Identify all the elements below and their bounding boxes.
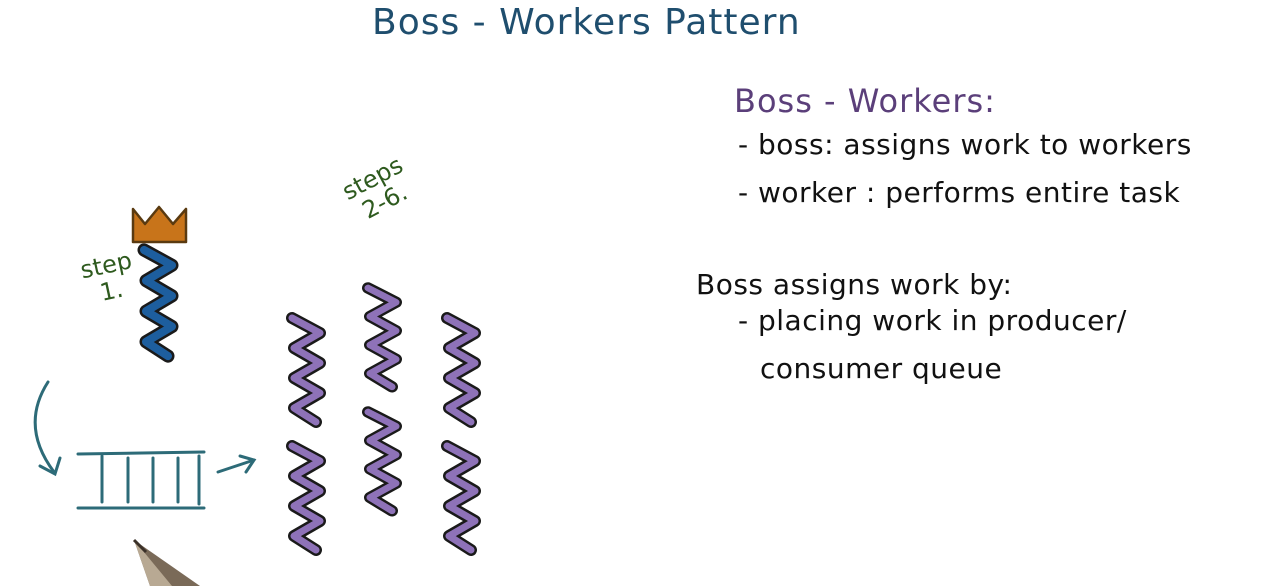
worker-thread [368, 288, 396, 387]
boss-thread [144, 250, 172, 356]
worker-thread [368, 412, 396, 511]
worker-thread [292, 318, 320, 422]
crown-icon [131, 205, 188, 244]
worker-thread [447, 318, 475, 422]
placing-line-1: - placing work in producer/ [738, 304, 1127, 337]
notes-heading: Boss - Workers: [734, 82, 996, 120]
boss-to-queue-arrow [33, 380, 62, 477]
queue-to-workers-arrow [216, 454, 257, 474]
bullet-boss: - boss: assigns work to workers [738, 128, 1192, 161]
page-title: Boss - Workers Pattern [372, 2, 801, 43]
assigns-heading: Boss assigns work by: [696, 268, 1013, 301]
placing-line-2: consumer queue [760, 352, 1003, 385]
worker-thread [447, 446, 475, 550]
pen-tip-icon [132, 538, 200, 586]
queue-icon [76, 450, 206, 510]
worker-thread [292, 446, 320, 550]
bullet-worker: - worker : performs entire task [738, 176, 1181, 209]
